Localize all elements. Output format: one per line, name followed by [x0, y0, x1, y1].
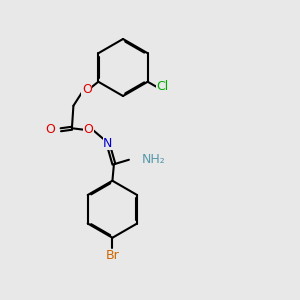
Text: Br: Br — [106, 249, 119, 262]
Text: O: O — [83, 123, 93, 136]
Text: O: O — [45, 123, 55, 136]
Text: Cl: Cl — [157, 80, 169, 94]
Text: NH₂: NH₂ — [142, 153, 165, 166]
Text: N: N — [103, 137, 112, 150]
Text: O: O — [82, 83, 92, 96]
